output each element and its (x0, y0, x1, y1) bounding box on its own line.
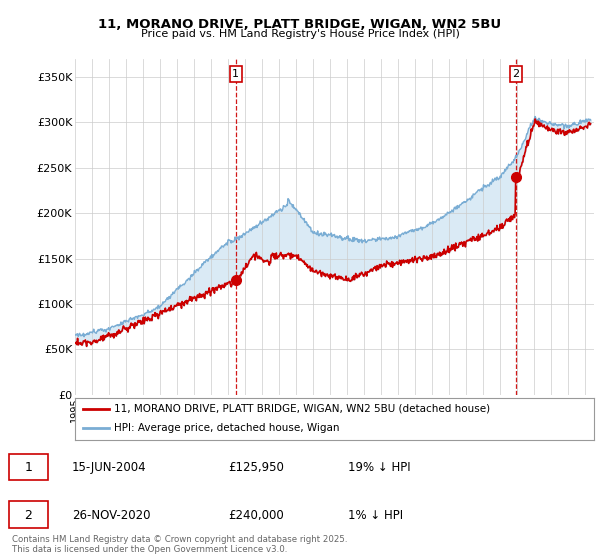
Text: 2: 2 (512, 69, 520, 79)
Text: 26-NOV-2020: 26-NOV-2020 (72, 508, 151, 522)
Text: Contains HM Land Registry data © Crown copyright and database right 2025.
This d: Contains HM Land Registry data © Crown c… (12, 535, 347, 554)
Text: Price paid vs. HM Land Registry's House Price Index (HPI): Price paid vs. HM Land Registry's House … (140, 29, 460, 39)
Text: HPI: Average price, detached house, Wigan: HPI: Average price, detached house, Wiga… (114, 423, 340, 433)
Text: 1: 1 (232, 69, 239, 79)
Text: 11, MORANO DRIVE, PLATT BRIDGE, WIGAN, WN2 5BU: 11, MORANO DRIVE, PLATT BRIDGE, WIGAN, W… (98, 18, 502, 31)
Text: 1% ↓ HPI: 1% ↓ HPI (348, 508, 403, 522)
Text: 2: 2 (25, 508, 32, 522)
Text: 19% ↓ HPI: 19% ↓ HPI (348, 461, 410, 474)
Text: 1: 1 (25, 461, 32, 474)
Text: 15-JUN-2004: 15-JUN-2004 (72, 461, 146, 474)
Text: £240,000: £240,000 (228, 508, 284, 522)
Text: 11, MORANO DRIVE, PLATT BRIDGE, WIGAN, WN2 5BU (detached house): 11, MORANO DRIVE, PLATT BRIDGE, WIGAN, W… (114, 404, 490, 414)
Text: £125,950: £125,950 (228, 461, 284, 474)
